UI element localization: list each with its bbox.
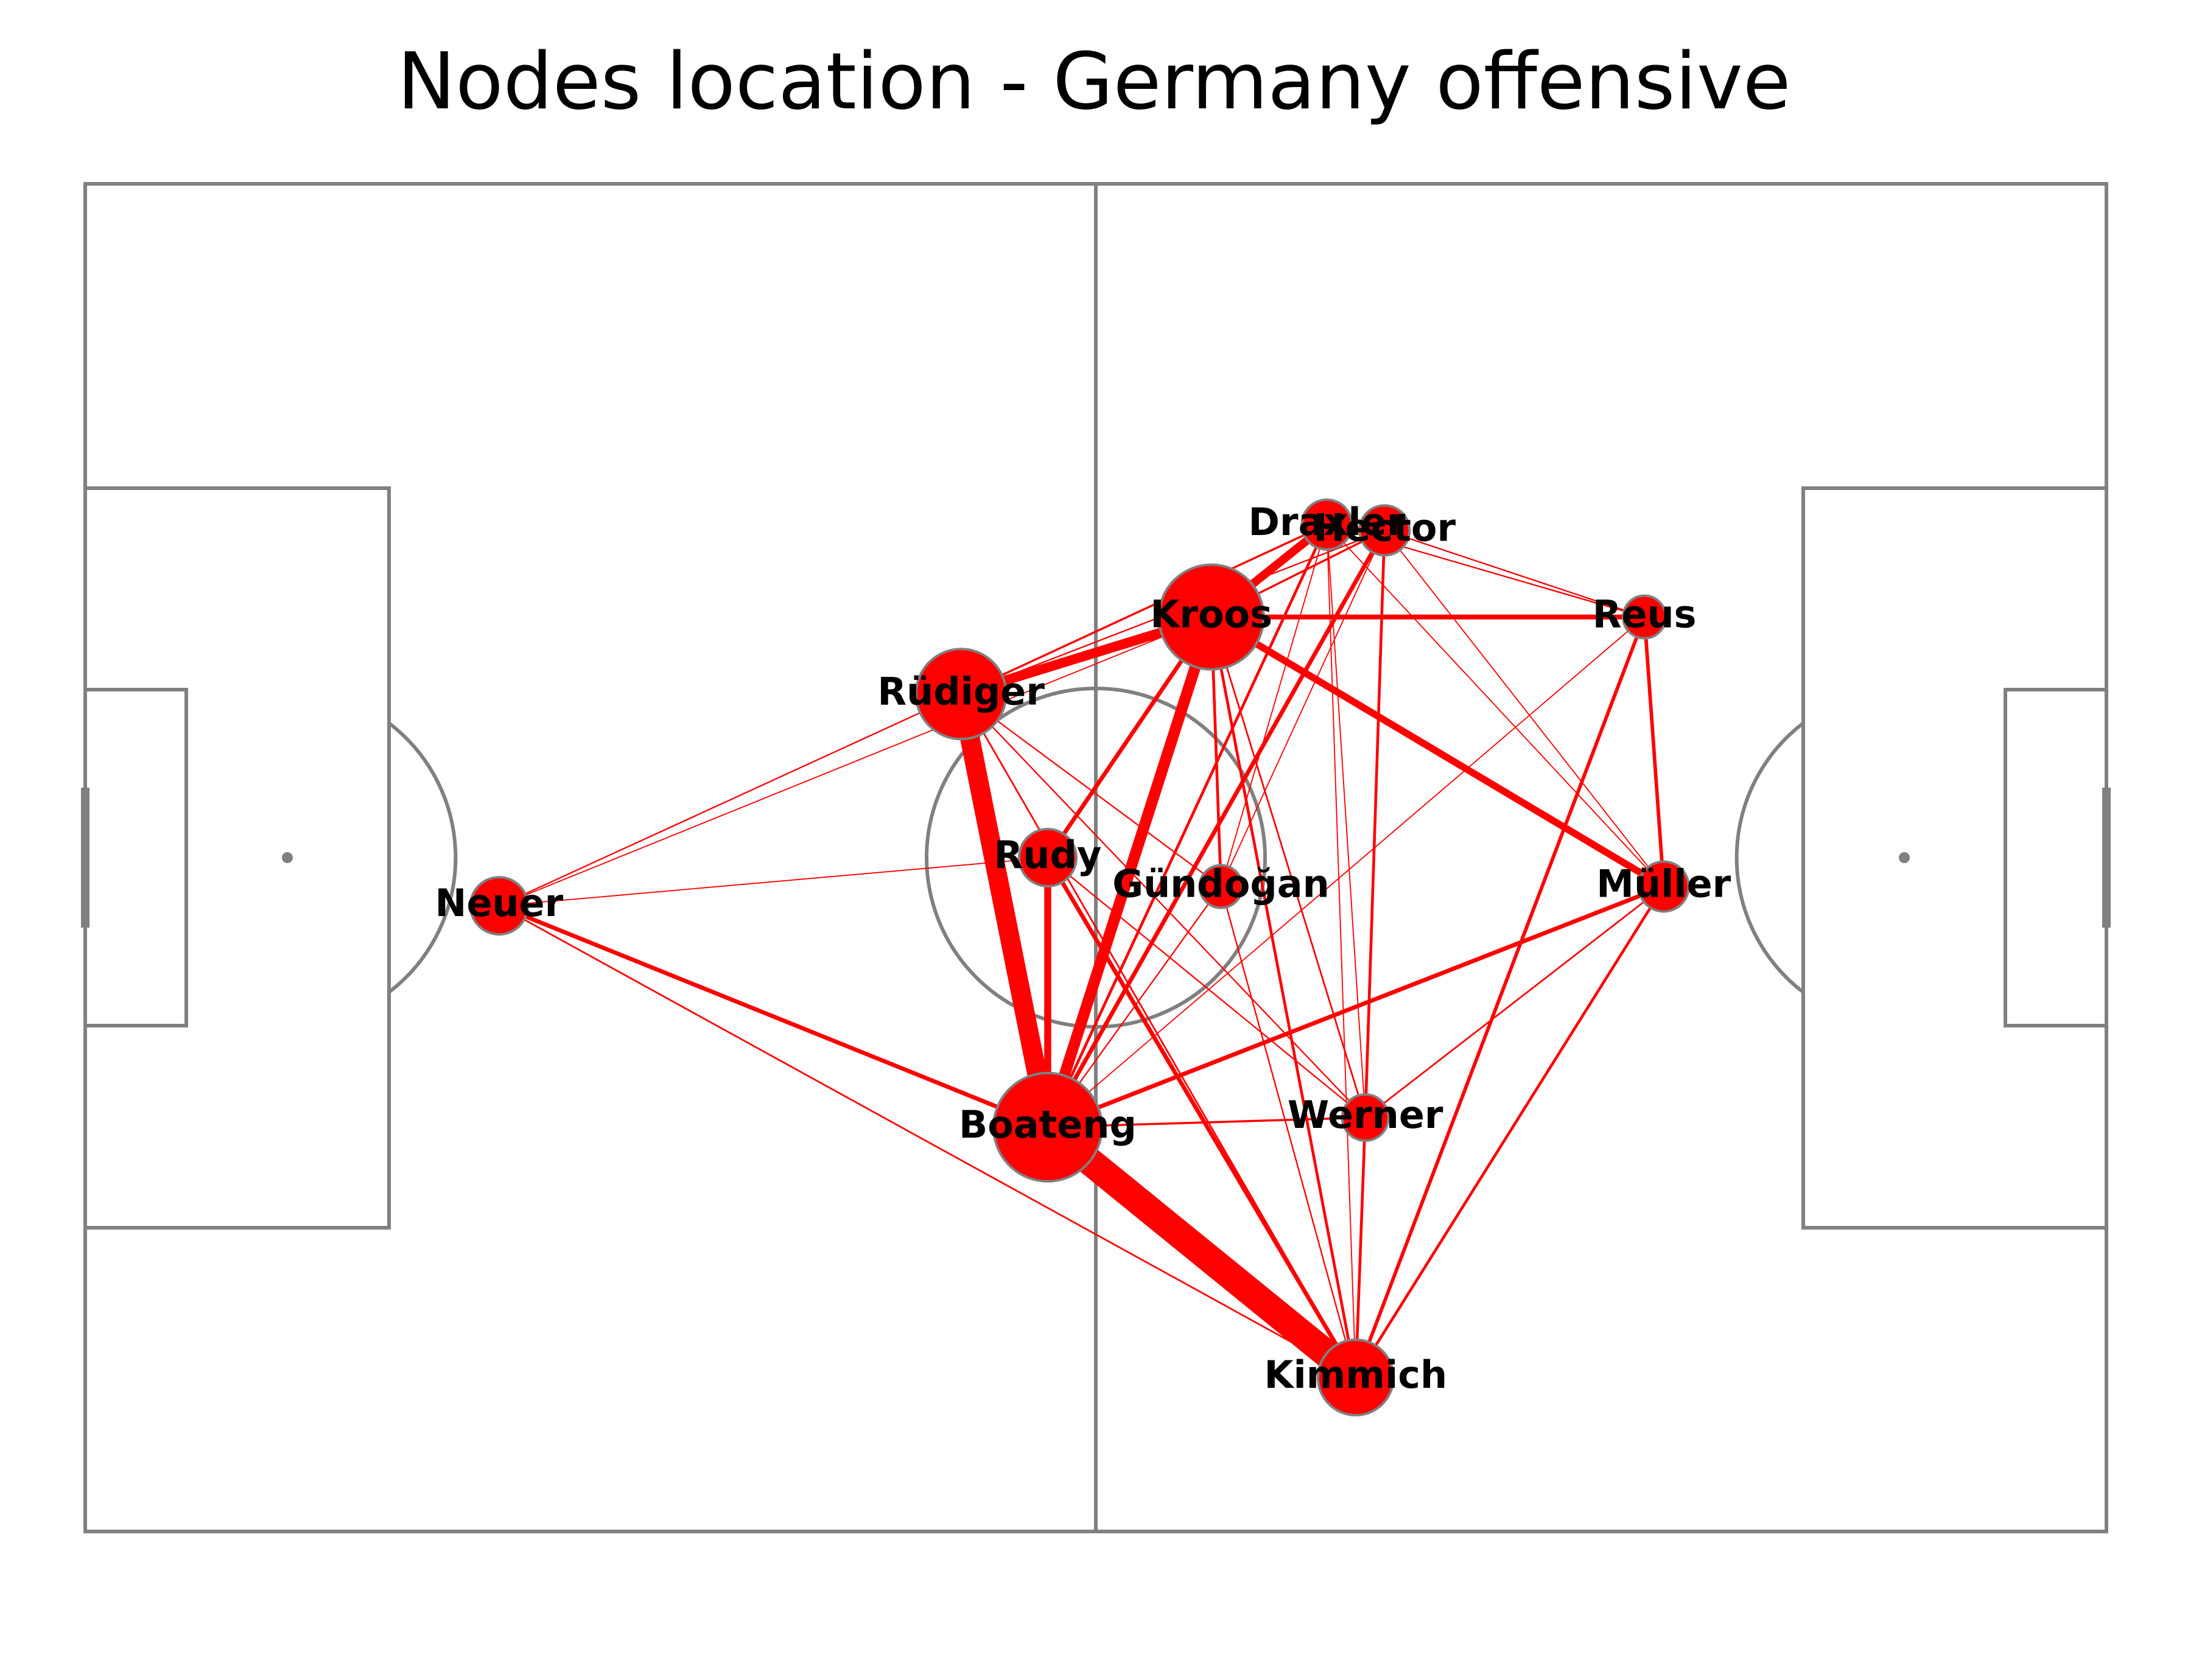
right-penalty-spot: [1899, 852, 1910, 863]
edge-kroos-kimmich: [1210, 617, 1358, 1378]
label-kimmich: Kimmich: [1264, 1353, 1448, 1397]
edge-draxler-kimmich: [1326, 524, 1356, 1378]
edge-boateng-muller: [1047, 884, 1665, 1130]
node-kroos: [1157, 563, 1265, 671]
chart-title: Nodes location - Germany offensive: [397, 37, 1791, 127]
right-goal-area: [2004, 688, 2106, 1027]
edge-rudiger-gundogan: [960, 693, 1222, 887]
label-draxler: Draxler: [1249, 500, 1406, 544]
node-gundogan: [1198, 864, 1244, 909]
left-penalty-area: [85, 486, 391, 1230]
left-goal-area: [85, 688, 188, 1027]
edge-hector-muller: [1384, 530, 1664, 887]
right-penalty-arc: [1734, 721, 1804, 994]
label-gundogan: Gündoğan: [1112, 862, 1330, 906]
edge-rudiger-boateng: [951, 692, 1057, 1129]
center-circle: [925, 687, 1267, 1029]
node-draxler: [1300, 498, 1353, 551]
edge-reus-kimmich: [1354, 616, 1646, 1378]
player-nodes: [469, 498, 1690, 1416]
goals: [81, 788, 2111, 928]
left-penalty-spot: [282, 852, 293, 863]
edge-draxler-werner: [1326, 524, 1366, 1118]
edge-neuer-kimmich: [499, 905, 1356, 1379]
label-neuer: Neuer: [435, 881, 563, 925]
edge-neuer-rudy: [499, 857, 1048, 906]
edge-draxler-gundogan: [1220, 524, 1328, 887]
edge-kroos-muller: [1209, 614, 1666, 890]
label-rudy: Rudy: [994, 833, 1102, 877]
right-penalty-area: [1801, 486, 2106, 1230]
edge-boateng-kimmich: [1039, 1116, 1365, 1388]
node-werner: [1341, 1093, 1390, 1142]
edge-rudiger-draxler: [960, 523, 1328, 695]
edge-rudiger-kimmich: [960, 693, 1357, 1378]
label-werner: Werner: [1288, 1093, 1443, 1137]
edge-draxler-muller: [1326, 524, 1664, 887]
edge-kimmich-muller: [1354, 886, 1665, 1379]
label-boateng: Boateng: [959, 1102, 1137, 1147]
edge-rudy-werner: [1047, 857, 1366, 1118]
edge-hector-gundogan: [1220, 530, 1386, 887]
edge-neuer-boateng: [498, 903, 1049, 1129]
edge-reus-boateng: [1047, 616, 1645, 1128]
penalty-spots: [282, 852, 1910, 863]
label-muller: Müller: [1596, 862, 1731, 906]
node-rudiger: [914, 648, 1008, 741]
edge-rudiger-werner: [960, 693, 1366, 1118]
edge-reus-muller: [1643, 617, 1666, 887]
node-reus: [1622, 594, 1667, 640]
label-reus: Reus: [1593, 592, 1697, 637]
edge-hector-kimmich: [1355, 530, 1386, 1378]
edge-hector-boateng: [1045, 529, 1387, 1129]
edge-neuer-kroos: [499, 616, 1212, 906]
edge-kroos-werner: [1210, 617, 1366, 1118]
node-muller: [1637, 860, 1690, 913]
edge-draxler-boateng: [1046, 523, 1328, 1128]
left-penalty-arc: [388, 721, 458, 994]
node-rudy: [1017, 828, 1078, 887]
node-boateng: [992, 1071, 1103, 1183]
node-neuer: [469, 876, 529, 936]
label-hector: Hector: [1314, 505, 1456, 550]
label-kroos: Kroos: [1150, 592, 1272, 637]
edge-werner-muller: [1364, 886, 1664, 1119]
pass-edges: [498, 521, 1666, 1388]
edge-neuer-rudiger: [499, 693, 962, 907]
edge-hector-reus: [1384, 530, 1645, 618]
edge-rudy-kimmich: [1045, 856, 1358, 1379]
node-hector: [1358, 504, 1411, 557]
edge-kroos-boateng: [1042, 615, 1217, 1129]
node-kimmich: [1316, 1338, 1395, 1416]
edge-gundogan-kimmich: [1220, 886, 1356, 1378]
label-rudiger: Rüdiger: [877, 669, 1045, 713]
